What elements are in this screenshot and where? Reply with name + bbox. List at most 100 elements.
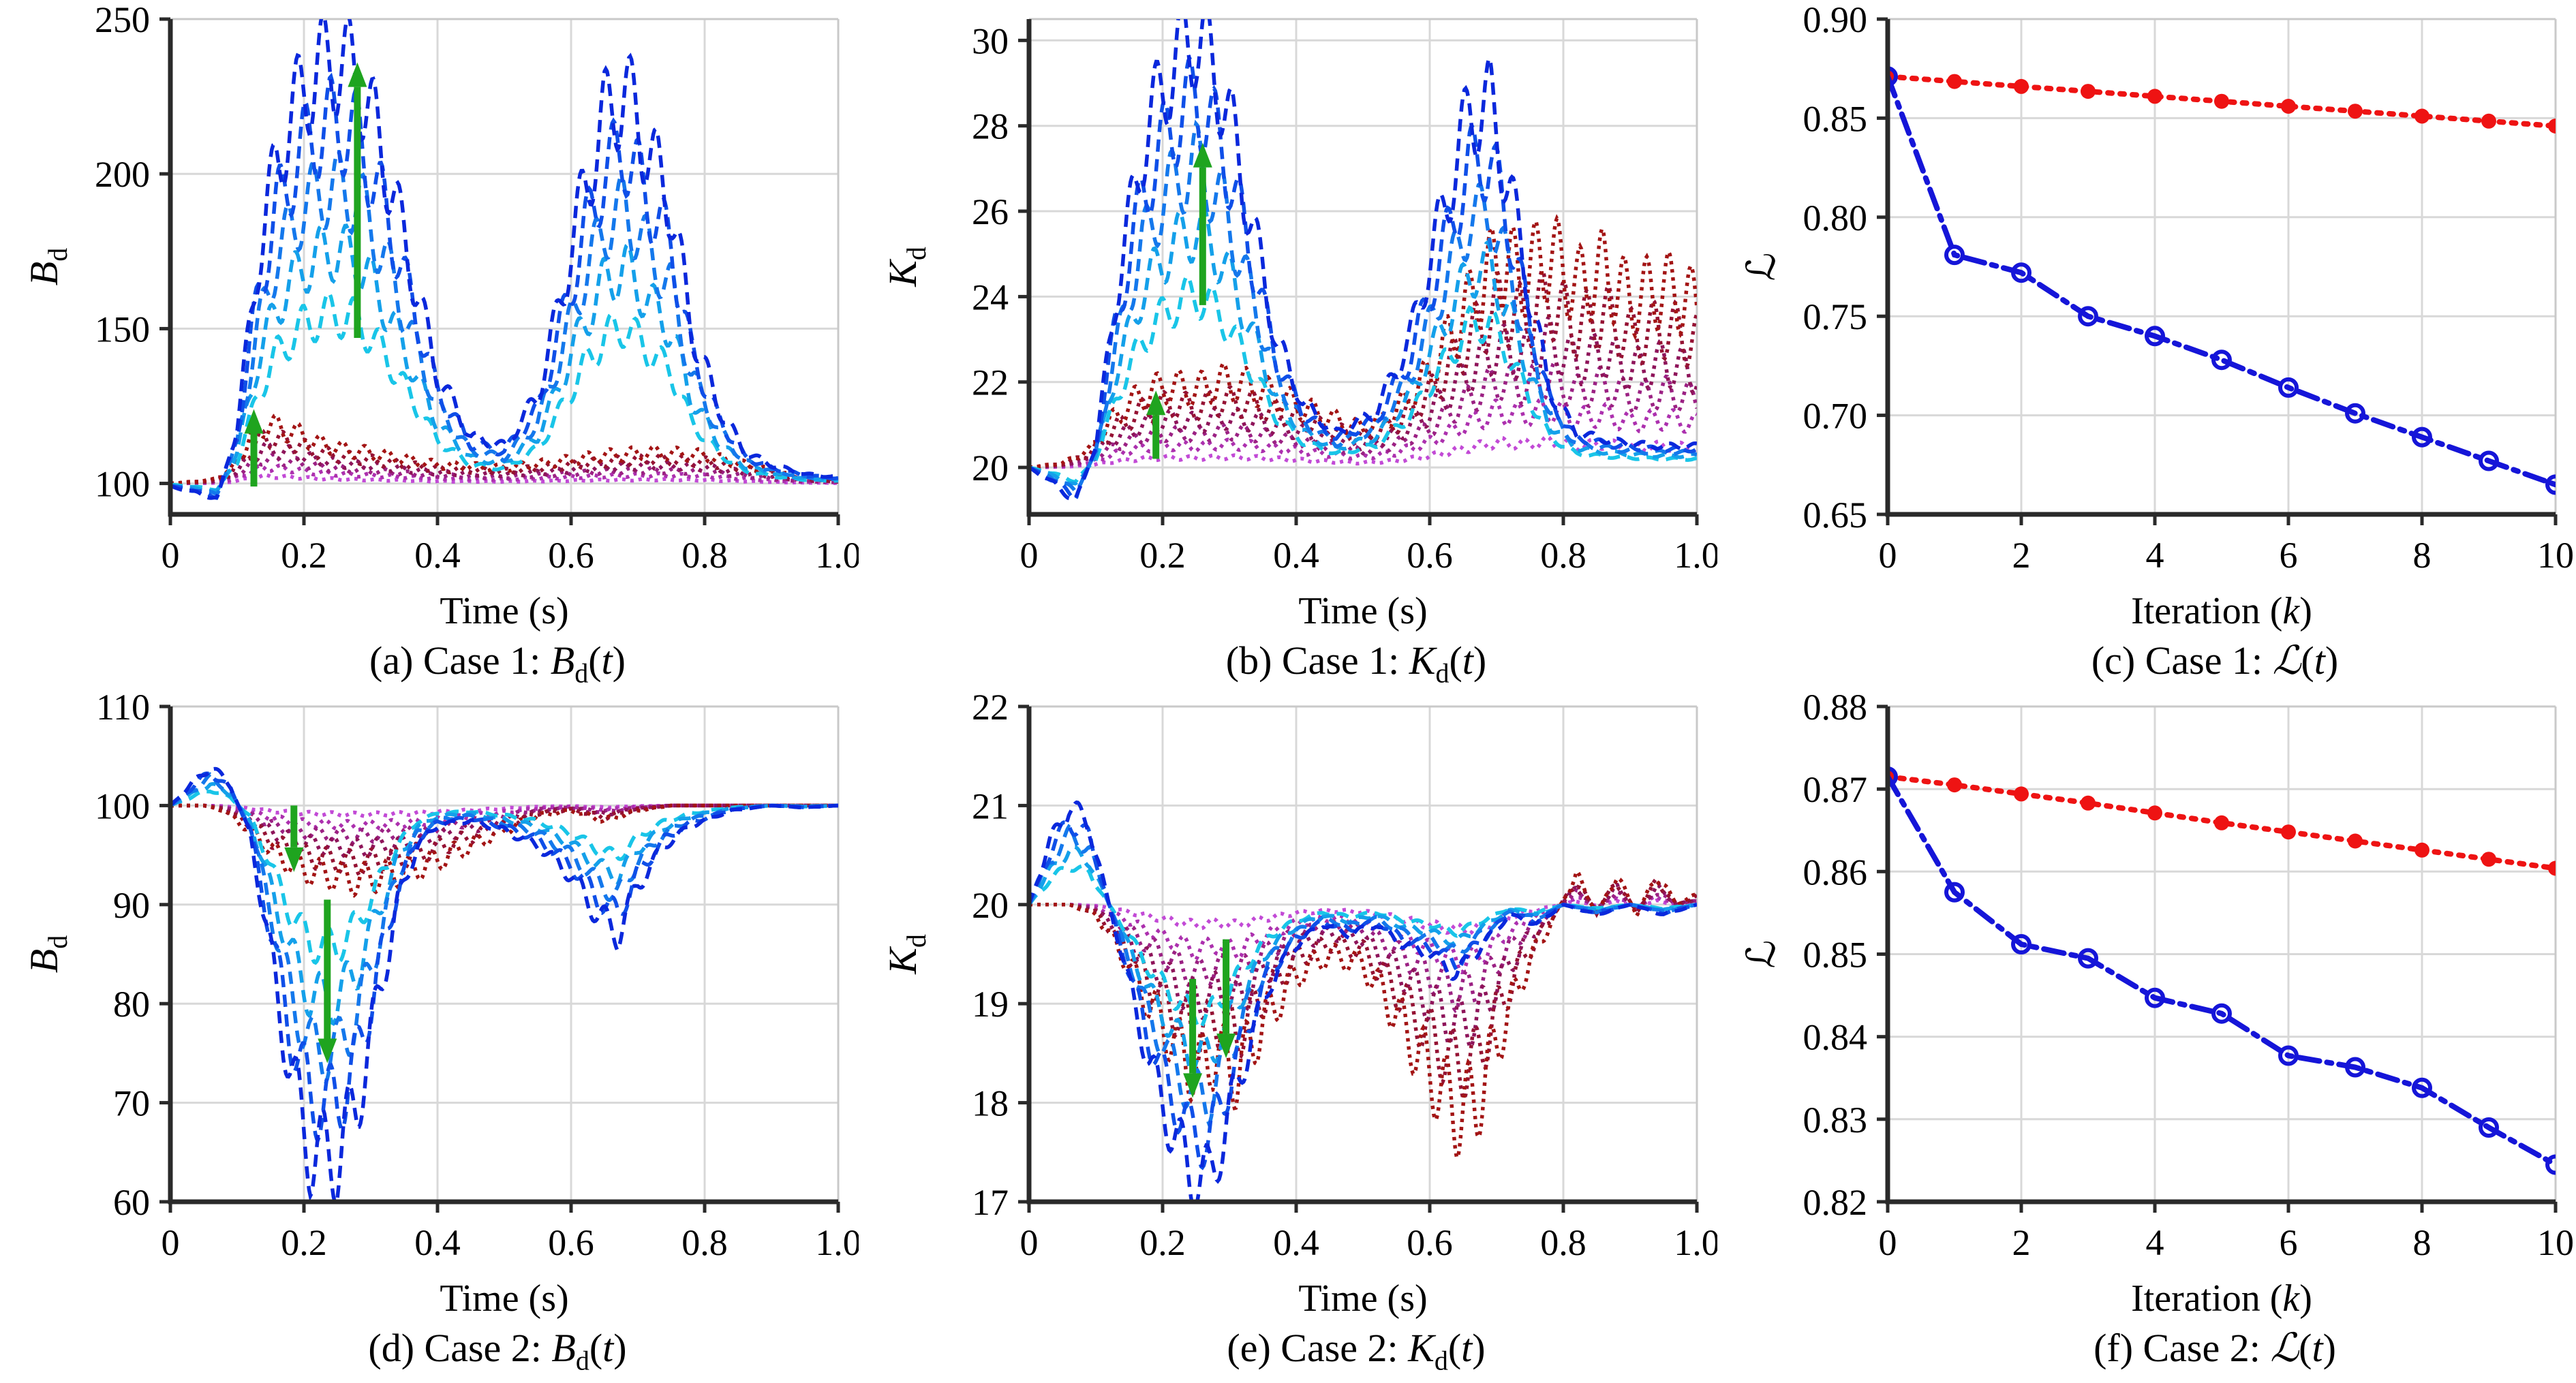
- plot-case2-bd: 60 70 80 90 100 110 0 0.2 0.4 0.6 0.8 1.0 Time (s) Bd: [22, 687, 859, 1320]
- svg-text:1.0: 1.0: [1674, 535, 1717, 576]
- svg-text:0.6: 0.6: [548, 535, 594, 576]
- svg-text:18: 18: [972, 1083, 1009, 1124]
- svg-text:0.85: 0.85: [1803, 98, 1868, 139]
- caption-d-arg: t: [602, 1326, 614, 1370]
- svg-text:Time (s): Time (s): [1298, 590, 1427, 632]
- caption-b-arg: t: [1462, 638, 1473, 683]
- svg-text:0.85: 0.85: [1803, 935, 1868, 976]
- svg-text:20: 20: [972, 885, 1009, 926]
- svg-text:0.2: 0.2: [1139, 1222, 1186, 1263]
- caption-a-open: (: [588, 638, 602, 683]
- svg-text:10: 10: [2537, 535, 2574, 576]
- svg-text:0.2: 0.2: [281, 535, 327, 576]
- svg-text:0: 0: [1020, 1222, 1039, 1263]
- svg-text:0.6: 0.6: [1407, 1222, 1453, 1263]
- svg-text:150: 150: [95, 309, 150, 349]
- svg-text:Time (s): Time (s): [440, 1277, 568, 1320]
- svg-text:60: 60: [113, 1182, 150, 1223]
- svg-text:22: 22: [972, 362, 1009, 403]
- plot-case1-bd: 100 150 200 250 0 0.2 0.4 0.6 0.8 1.0 Time (s) Bd: [22, 0, 859, 632]
- svg-text:ℒ: ℒ: [1739, 940, 1783, 969]
- svg-text:0: 0: [162, 1222, 180, 1263]
- caption-a-arg: t: [601, 638, 613, 683]
- subplot-cell-b: 20 22 24 26 28 30 0 0.2 0.4 0.6 0.8 1.0 Time (s) Kd (…: [859, 0, 1717, 689]
- caption-f-close: ): [2322, 1326, 2336, 1370]
- svg-text:6: 6: [2280, 1222, 2298, 1263]
- caption-b-var: K: [1409, 638, 1436, 683]
- svg-text:0.87: 0.87: [1803, 769, 1868, 810]
- svg-text:0: 0: [1879, 1222, 1897, 1263]
- svg-text:8: 8: [2413, 535, 2432, 576]
- svg-text:17: 17: [972, 1182, 1009, 1223]
- svg-text:4: 4: [2146, 1222, 2164, 1263]
- svg-text:19: 19: [972, 984, 1009, 1025]
- svg-text:90: 90: [113, 885, 150, 926]
- svg-text:0.8: 0.8: [681, 1222, 728, 1263]
- svg-text:0.88: 0.88: [1803, 687, 1868, 728]
- caption-e: (e) Case 2: Kd(t): [1015, 1326, 1697, 1383]
- svg-text:0.83: 0.83: [1803, 1100, 1868, 1140]
- caption-b: (b) Case 1: Kd(t): [1015, 639, 1697, 696]
- caption-b-sub: d: [1435, 657, 1450, 689]
- svg-text:Bd: Bd: [22, 935, 73, 973]
- caption-e-open: (: [1447, 1326, 1462, 1370]
- svg-text:2: 2: [2012, 535, 2031, 576]
- caption-f: (f) Case 2: ℒ(t): [1874, 1326, 2556, 1383]
- caption-c-open: (: [2301, 638, 2314, 683]
- svg-text:1.0: 1.0: [815, 535, 859, 576]
- caption-b-open: (: [1449, 638, 1462, 683]
- svg-text:28: 28: [972, 106, 1009, 147]
- svg-text:24: 24: [972, 277, 1009, 317]
- svg-text:0.8: 0.8: [1540, 535, 1586, 576]
- svg-text:6: 6: [2280, 535, 2298, 576]
- caption-e-sub: d: [1434, 1345, 1448, 1376]
- svg-text:26: 26: [972, 191, 1009, 232]
- subplot-cell-e: 17 18 19 20 21 22 0 0.2 0.4 0.6 0.8 1.0 Time (s) Kd (…: [859, 687, 1717, 1376]
- svg-text:1.0: 1.0: [1674, 1222, 1717, 1263]
- svg-text:8: 8: [2413, 1222, 2432, 1263]
- svg-text:0.70: 0.70: [1803, 396, 1868, 437]
- svg-text:0: 0: [1879, 535, 1897, 576]
- svg-text:20: 20: [972, 448, 1009, 488]
- caption-c-arg: t: [2314, 638, 2325, 683]
- svg-text:Bd: Bd: [22, 248, 73, 285]
- svg-text:10: 10: [2537, 1222, 2574, 1263]
- caption-a-close: ): [612, 638, 626, 683]
- svg-text:0.65: 0.65: [1803, 495, 1868, 535]
- svg-text:0.82: 0.82: [1803, 1182, 1868, 1223]
- svg-text:30: 30: [972, 20, 1009, 61]
- svg-text:0.6: 0.6: [548, 1222, 594, 1263]
- svg-text:Time (s): Time (s): [1298, 1277, 1427, 1320]
- svg-text:21: 21: [972, 786, 1009, 826]
- caption-e-close: ): [1472, 1326, 1486, 1370]
- caption-c: (c) Case 1: ℒ(t): [1874, 639, 2556, 696]
- caption-d-open: (: [589, 1326, 603, 1370]
- caption-f-open: (: [2299, 1326, 2312, 1370]
- svg-text:0.80: 0.80: [1803, 198, 1868, 238]
- plot-case2-loss: 0.82 0.83 0.84 0.85 0.86 0.87 0.88 0 2 4 6 8 10 Itera…: [1739, 687, 2574, 1320]
- svg-text:Kd: Kd: [880, 247, 932, 288]
- svg-text:0.86: 0.86: [1803, 852, 1868, 892]
- svg-text:1.0: 1.0: [815, 1222, 859, 1263]
- subplot-cell-c: 0.65 0.70 0.75 0.80 0.85 0.90 0 2 4 6 8 10 Iteration…: [1717, 0, 2576, 687]
- svg-text:0.4: 0.4: [414, 1222, 461, 1263]
- caption-c-var: ℒ: [2272, 638, 2301, 683]
- svg-text:200: 200: [95, 154, 150, 195]
- caption-c-close: ): [2325, 638, 2339, 683]
- caption-d: (d) Case 2: Bd(t): [157, 1326, 838, 1383]
- svg-text:22: 22: [972, 687, 1009, 728]
- caption-e-prefix: (e) Case 2:: [1227, 1326, 1409, 1370]
- svg-text:0.4: 0.4: [1273, 535, 1319, 576]
- caption-f-prefix: (f) Case 2:: [2094, 1326, 2271, 1370]
- caption-b-close: ): [1473, 638, 1487, 683]
- svg-text:0.84: 0.84: [1803, 1017, 1868, 1058]
- caption-d-prefix: (d) Case 2:: [368, 1326, 552, 1370]
- svg-text:0.2: 0.2: [1139, 535, 1186, 576]
- caption-d-var: B: [551, 1326, 576, 1370]
- plot-case2-kd: 17 18 19 20 21 22 0 0.2 0.4 0.6 0.8 1.0 Time (s) Kd: [880, 687, 1717, 1320]
- svg-text:0.8: 0.8: [1540, 1222, 1586, 1263]
- caption-d-close: ): [613, 1326, 627, 1370]
- subplot-cell-a: 100 150 200 250 0 0.2 0.4 0.6 0.8 1.0 Time (s) Bd (…: [0, 0, 859, 689]
- caption-d-sub: d: [575, 1345, 589, 1376]
- subplot-cell-d: 60 70 80 90 100 110 0 0.2 0.4 0.6 0.8 1.0 Time (s) Bd…: [0, 687, 859, 1376]
